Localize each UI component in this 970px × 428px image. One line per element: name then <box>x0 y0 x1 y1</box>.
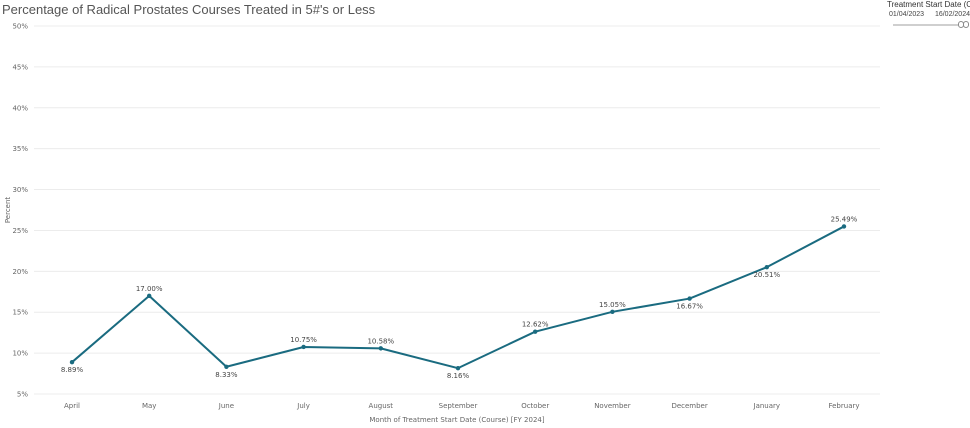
data-point[interactable] <box>455 365 461 371</box>
y-tick-label: 20% <box>12 268 28 276</box>
data-label: 10.75% <box>290 336 317 344</box>
data-point[interactable] <box>301 344 306 350</box>
data-point[interactable] <box>147 293 152 299</box>
data-point[interactable] <box>69 359 75 365</box>
x-tick-label: May <box>142 402 156 410</box>
data-label: 8.89% <box>61 366 84 374</box>
chart-title: Percentage of Radical Prostates Courses … <box>2 2 376 17</box>
y-tick-label: 15% <box>12 309 28 317</box>
y-tick-label: 40% <box>12 104 28 112</box>
y-tick-label: 25% <box>12 227 28 235</box>
x-tick-label: August <box>369 402 394 410</box>
x-tick-label: June <box>218 402 234 410</box>
y-tick-label: 10% <box>12 350 28 358</box>
series-line <box>71 225 845 370</box>
data-point[interactable] <box>378 346 383 351</box>
filter-start-date[interactable]: 01/04/2023 <box>889 11 925 18</box>
filter-end-date[interactable]: 16/02/2024 <box>934 11 970 18</box>
slider-end-handle[interactable] <box>963 21 969 28</box>
filter-dates: 01/04/2023 16/02/2024 <box>887 11 970 18</box>
data-point[interactable] <box>841 224 847 229</box>
x-tick-label: October <box>521 402 549 410</box>
y-tick-label: 5% <box>17 391 28 399</box>
y-tick-label: 50% <box>12 23 28 31</box>
y-tick-label: 30% <box>12 186 28 194</box>
data-point[interactable] <box>224 364 229 369</box>
data-label: 16.67% <box>676 303 703 311</box>
x-tick-label: February <box>828 402 859 410</box>
data-point[interactable] <box>533 329 538 334</box>
slider-track <box>893 24 958 26</box>
x-tick-label: December <box>671 402 707 410</box>
data-label: 8.16% <box>447 372 470 380</box>
data-label: 17.00% <box>136 285 163 293</box>
date-range-filter[interactable]: Treatment Start Date (Co... 01/04/2023 1… <box>887 0 970 29</box>
x-tick-label: April <box>64 402 80 410</box>
data-point[interactable] <box>764 264 769 270</box>
x-tick-label: July <box>296 402 310 410</box>
x-tick-label: September <box>439 402 478 410</box>
y-axis-label: Percent <box>4 197 12 224</box>
data-label: 10.58% <box>367 337 394 345</box>
y-tick-label: 45% <box>12 63 28 71</box>
y-tick-label: 35% <box>12 145 28 153</box>
data-label: 12.62% <box>522 321 549 329</box>
data-label: 15.05% <box>599 301 626 309</box>
x-tick-label: November <box>594 402 631 410</box>
data-label: 20.51% <box>753 271 780 279</box>
filter-title: Treatment Start Date (Co... <box>887 0 970 9</box>
data-point[interactable] <box>687 296 692 301</box>
x-axis-label: Month of Treatment Start Date (Course) [… <box>369 416 544 424</box>
data-point[interactable] <box>610 309 615 315</box>
x-tick-label: January <box>753 402 781 410</box>
data-label: 25.49% <box>831 215 858 223</box>
data-label: 8.33% <box>215 371 238 379</box>
date-range-slider[interactable] <box>887 21 970 29</box>
